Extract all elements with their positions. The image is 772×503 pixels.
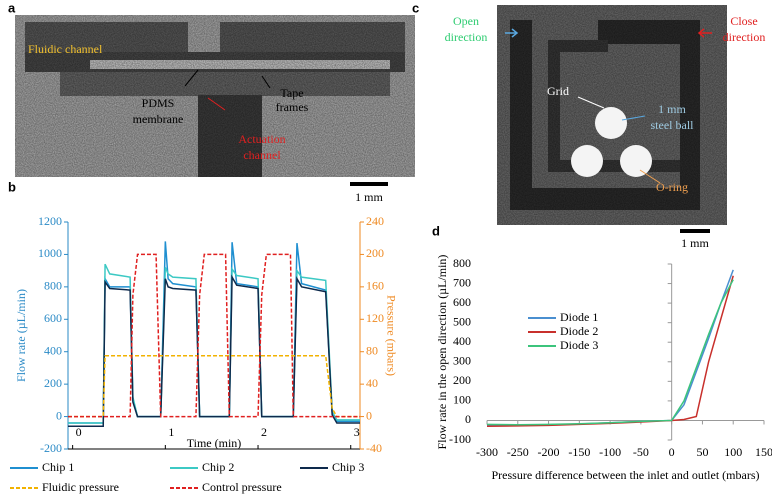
y2-tick-label: 240	[366, 214, 384, 228]
legend-label: Diode 1	[560, 310, 598, 324]
x-tick-label: 100	[724, 445, 742, 459]
y2-tick-label: -40	[366, 441, 382, 455]
y2-tick-label: 0	[366, 408, 372, 422]
y-tick-label: -200	[40, 441, 62, 455]
scale-bar-label: 1 mm	[355, 190, 383, 204]
series-line	[486, 275, 734, 428]
panel-label: a	[8, 0, 16, 15]
x-tick-label: -300	[476, 445, 498, 459]
y-axis-label: Flow rate (µL/min)	[14, 289, 28, 382]
legend-label: Control pressure	[202, 480, 282, 494]
legend-label: Chip 1	[42, 460, 74, 474]
y-tick-label: 800	[453, 256, 471, 270]
x-tick-label: 3	[354, 425, 360, 439]
x-tick-label: 50	[696, 445, 708, 459]
annotation: Close	[730, 14, 757, 28]
annotation: direction	[723, 30, 766, 44]
annotation: channel	[243, 148, 281, 162]
x-tick-label: -250	[507, 445, 529, 459]
annotation: Open	[453, 14, 479, 28]
series-line	[68, 241, 360, 424]
annotation: Fluidic channel	[28, 42, 103, 56]
y-tick-label: 100	[453, 393, 471, 407]
x-tick-label: -100	[599, 445, 621, 459]
y-tick-label: 1200	[38, 214, 62, 228]
x-axis-label: Time (min)	[187, 436, 242, 450]
x-axis-label: Pressure difference between the inlet an…	[491, 468, 759, 482]
annotation: Tape	[280, 86, 303, 100]
x-tick-label: 150	[755, 445, 772, 459]
legend-label: Chip 3	[332, 460, 364, 474]
y2-tick-label: 80	[366, 343, 378, 357]
annotation: steel ball	[651, 118, 695, 132]
y-tick-label: 0	[465, 412, 471, 426]
legend-label: Diode 3	[560, 338, 598, 352]
panel-label: c	[412, 0, 419, 15]
annotation: O-ring	[656, 180, 688, 194]
y2-tick-label: 120	[366, 311, 384, 325]
y2-axis-label: Pressure (mbars)	[384, 295, 398, 376]
annotation: 1 mm	[658, 102, 686, 116]
panel-label: d	[432, 223, 440, 238]
legend-label: Chip 2	[202, 460, 234, 474]
y2-tick-label: 160	[366, 279, 384, 293]
legend-label: Diode 2	[560, 324, 598, 338]
x-tick-label: 0	[669, 445, 675, 459]
annotation: direction	[445, 30, 488, 44]
micrograph-c	[497, 5, 727, 233]
y2-tick-label: 200	[366, 246, 384, 260]
legend-label: Fluidic pressure	[42, 480, 119, 494]
series-line	[487, 269, 734, 427]
y-tick-label: 700	[453, 275, 471, 289]
x-tick-label: -200	[538, 445, 560, 459]
x-tick-label: -50	[633, 445, 649, 459]
micrograph-a	[15, 15, 415, 186]
y-tick-label: 400	[44, 343, 62, 357]
annotation: frames	[276, 100, 309, 114]
y-tick-label: 600	[453, 295, 471, 309]
x-tick-label: -150	[568, 445, 590, 459]
y-tick-label: -100	[449, 432, 471, 446]
series-line	[486, 279, 734, 426]
y-tick-label: 300	[453, 354, 471, 368]
x-tick-label: 2	[261, 425, 267, 439]
y-tick-label: 0	[56, 408, 62, 422]
x-tick-label: 1	[168, 425, 174, 439]
y-tick-label: 500	[453, 314, 471, 328]
y-tick-label: 400	[453, 334, 471, 348]
scale-bar-label: 1 mm	[681, 236, 709, 250]
y-tick-label: 1000	[38, 246, 62, 260]
annotation: membrane	[133, 112, 184, 126]
y-tick-label: 800	[44, 279, 62, 293]
panel-label: b	[8, 179, 16, 194]
series-line	[68, 274, 360, 428]
annotation: Actuation	[238, 132, 285, 146]
y2-tick-label: 40	[366, 376, 378, 390]
y-tick-label: 200	[44, 376, 62, 390]
annotation: PDMS	[142, 96, 175, 110]
y-tick-label: 200	[453, 373, 471, 387]
series-line	[68, 253, 360, 418]
series-line	[68, 355, 360, 418]
x-tick-label: 0	[76, 425, 82, 439]
annotation: Grid	[547, 84, 569, 98]
y-tick-label: 600	[44, 311, 62, 325]
y-axis-label: Flow rate in the open direction (µL/min)	[435, 255, 449, 450]
